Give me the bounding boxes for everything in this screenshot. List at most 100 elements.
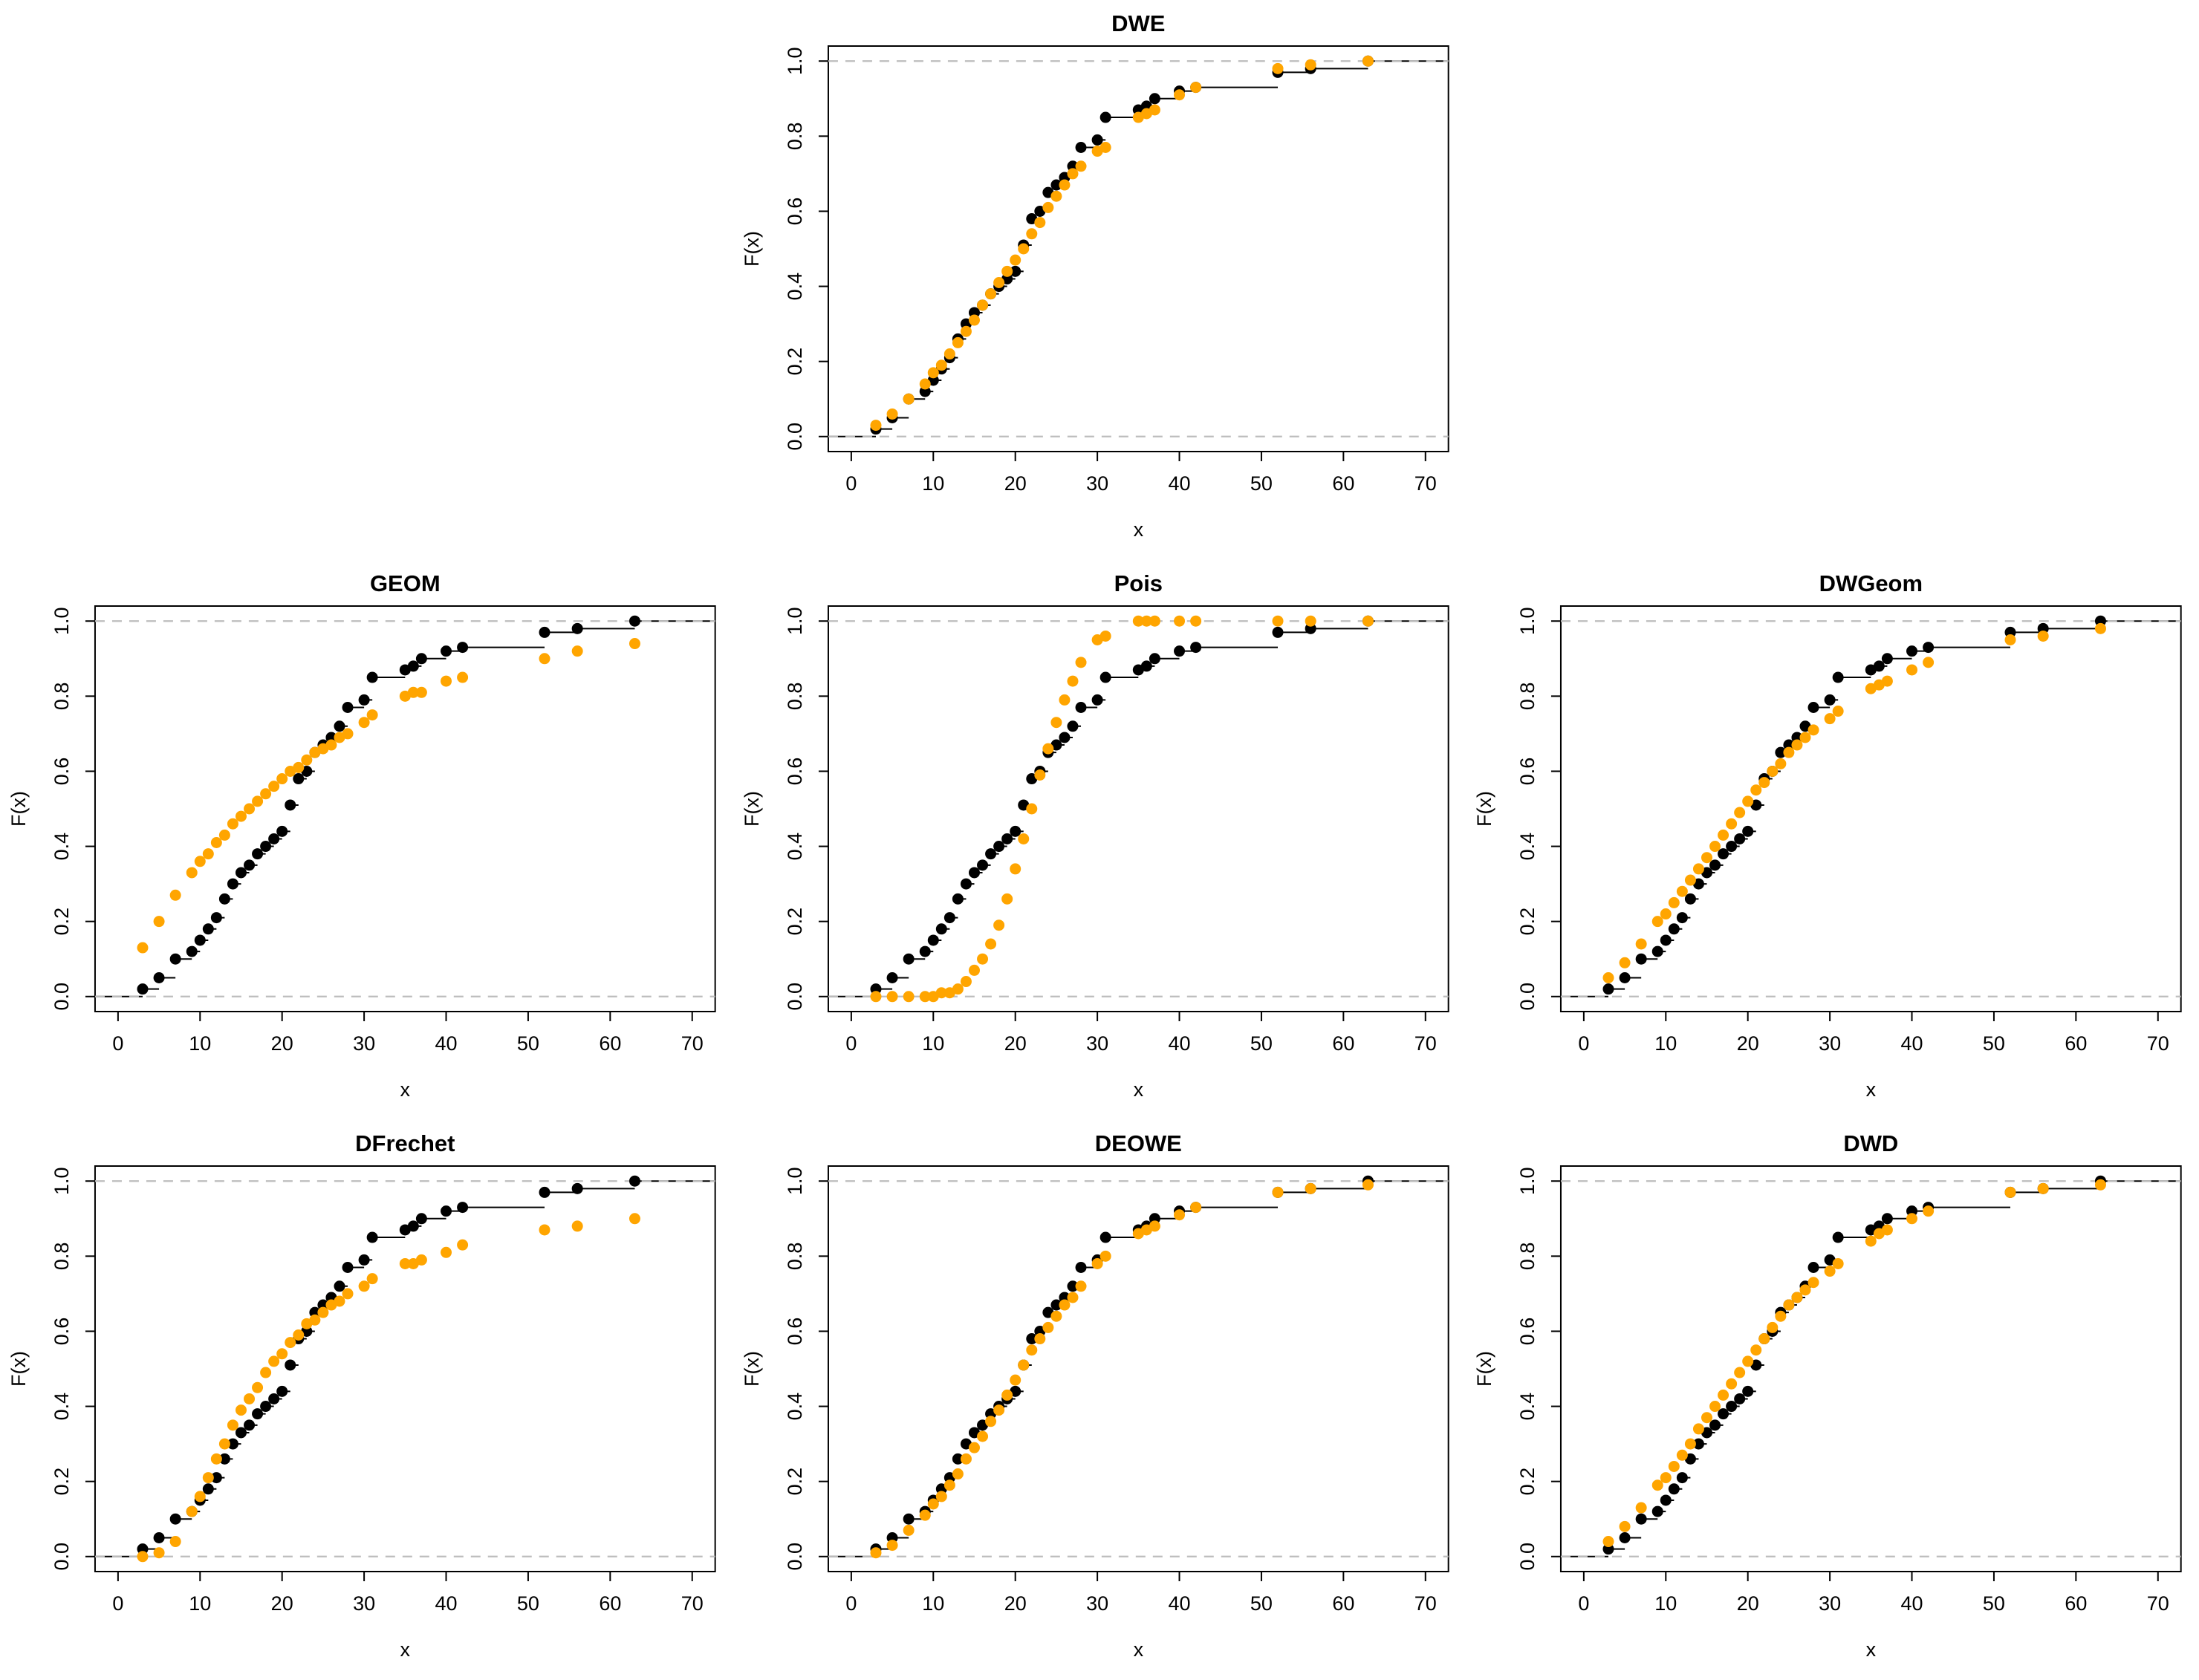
empirical-point bbox=[194, 934, 206, 946]
y-tick-label: 0.2 bbox=[1516, 1468, 1539, 1496]
x-tick-label: 60 bbox=[2065, 1032, 2088, 1055]
empirical-point bbox=[1075, 142, 1087, 153]
fitted-point bbox=[252, 1381, 264, 1393]
empirical-point bbox=[457, 642, 469, 654]
empirical-point bbox=[1619, 1532, 1631, 1543]
fitted-point bbox=[309, 1314, 321, 1326]
empirical-point bbox=[976, 859, 988, 871]
fitted-point bbox=[202, 848, 214, 860]
x-tick-label: 30 bbox=[1086, 1592, 1108, 1615]
empirical-point bbox=[415, 1213, 427, 1225]
x-axis-label: x bbox=[1866, 1638, 1877, 1661]
y-axis-label: F(x) bbox=[741, 791, 763, 827]
fitted-point bbox=[1652, 1479, 1664, 1491]
fitted-point bbox=[358, 1280, 370, 1292]
fitted-point bbox=[1050, 1310, 1062, 1322]
fitted-point bbox=[1734, 1367, 1746, 1378]
empirical-point bbox=[186, 945, 198, 957]
axes bbox=[1551, 1165, 2183, 1581]
fitted-point bbox=[1791, 739, 1803, 751]
empirical-point bbox=[342, 702, 354, 713]
fitted-point bbox=[1362, 615, 1374, 627]
empirical-point bbox=[1100, 671, 1111, 683]
empirical-point bbox=[1685, 893, 1697, 905]
empirical-point bbox=[268, 1393, 280, 1404]
fitted-point bbox=[1824, 713, 1836, 725]
axes bbox=[85, 1165, 716, 1581]
fitted-point bbox=[1305, 615, 1316, 627]
fitted-point bbox=[2095, 622, 2107, 634]
empirical-ecdf-series bbox=[870, 615, 1374, 995]
empirical-point bbox=[1734, 1393, 1746, 1404]
grid-cell-r2-c1: DEOWE 0 10 20 30 40 50 60 70 0.0 0.2 0.4 0.6 0.8 1.0 x F… bbox=[733, 1120, 1466, 1680]
empirical-point bbox=[252, 1408, 264, 1420]
fitted-point bbox=[441, 675, 452, 687]
empirical-point bbox=[1742, 1385, 1754, 1397]
fitted-point bbox=[407, 686, 419, 698]
empirical-point bbox=[571, 1182, 583, 1194]
empirical-point bbox=[407, 1220, 419, 1232]
x-tick-label: 30 bbox=[1819, 1032, 1841, 1055]
empirical-point bbox=[1140, 660, 1152, 672]
empirical-point bbox=[1635, 1513, 1647, 1525]
empirical-point bbox=[1709, 859, 1721, 871]
x-tick-label: 30 bbox=[353, 1592, 375, 1615]
fitted-point bbox=[1059, 1299, 1071, 1311]
fitted-point bbox=[1189, 615, 1201, 627]
empirical-ecdf-series bbox=[137, 615, 640, 995]
x-tick-label: 20 bbox=[1737, 1032, 1759, 1055]
empirical-point bbox=[919, 945, 931, 957]
x-tick-label: 70 bbox=[1414, 472, 1436, 495]
empirical-point bbox=[342, 1262, 354, 1273]
empirical-point bbox=[1050, 179, 1062, 191]
plot-box bbox=[827, 45, 1449, 452]
fitted-point bbox=[539, 653, 550, 665]
chart-panel-GEOM: GEOM 0 10 20 30 40 50 60 70 0.0 0.2 0.4 0.6 0.8 1.0 x F(… bbox=[7, 570, 716, 1101]
fitted-point bbox=[276, 1348, 288, 1360]
fitted-point bbox=[1750, 784, 1762, 796]
x-tick-label: 70 bbox=[681, 1592, 704, 1615]
y-tick-label: 0.2 bbox=[784, 908, 806, 936]
fitted-point bbox=[628, 1213, 640, 1225]
fitted-point bbox=[1362, 55, 1374, 67]
empirical-point bbox=[1874, 660, 1885, 672]
fitted-point bbox=[1619, 957, 1631, 968]
fitted-point bbox=[1272, 615, 1284, 627]
fitted-point bbox=[1832, 706, 1844, 717]
empirical-point bbox=[1075, 702, 1087, 713]
fitted-point bbox=[1033, 217, 1045, 229]
fitted-point bbox=[1033, 769, 1045, 781]
fitted-point bbox=[1750, 1344, 1762, 1356]
fitted-point bbox=[886, 1540, 898, 1552]
x-tick-label: 40 bbox=[1901, 1032, 1923, 1055]
x-axis-label: x bbox=[1133, 1078, 1143, 1101]
fitted-point bbox=[1685, 874, 1697, 886]
plot-box bbox=[827, 1165, 1449, 1572]
fitted-point bbox=[943, 348, 955, 360]
fitted-point bbox=[1635, 938, 1647, 950]
fitted-point bbox=[1775, 1310, 1787, 1322]
empirical-point bbox=[952, 893, 964, 905]
plot-box bbox=[94, 605, 716, 1012]
empirical-point bbox=[571, 622, 583, 634]
grid-cell-r0-c0 bbox=[0, 0, 733, 560]
fitted-point bbox=[210, 837, 222, 848]
fitted-point bbox=[1272, 62, 1284, 74]
x-tick-label: 10 bbox=[1655, 1032, 1677, 1055]
empirical-point bbox=[1775, 746, 1787, 758]
fitted-point bbox=[1602, 972, 1614, 983]
fitted-point bbox=[976, 1430, 988, 1442]
empirical-ecdf-series bbox=[1602, 615, 2107, 995]
empirical-point bbox=[539, 1186, 550, 1198]
fitted-point bbox=[285, 1337, 296, 1349]
fitted-point bbox=[202, 1472, 214, 1484]
fitted-point bbox=[1923, 657, 1935, 668]
empirical-ecdf-series bbox=[870, 55, 1374, 435]
empirical-point bbox=[285, 799, 296, 811]
fitted-point bbox=[260, 1367, 272, 1378]
y-axis-label: F(x) bbox=[1473, 1351, 1495, 1387]
axes bbox=[818, 605, 1449, 1021]
x-tick-label: 30 bbox=[353, 1032, 375, 1055]
x-tick-label: 20 bbox=[1737, 1592, 1759, 1615]
fitted-point bbox=[1067, 1292, 1079, 1303]
